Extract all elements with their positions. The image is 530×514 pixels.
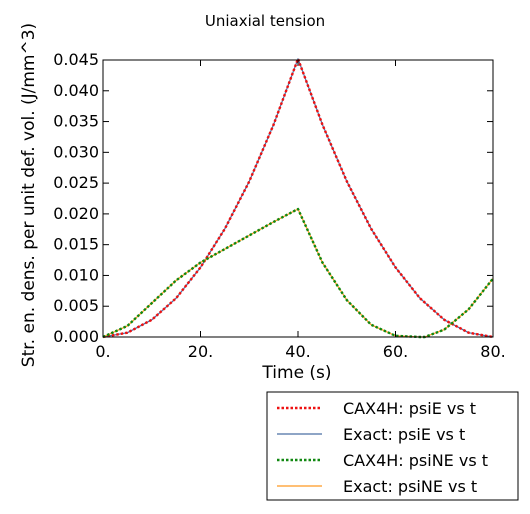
axis-ticks xyxy=(102,59,494,338)
x-axis-label: Time (s) xyxy=(261,363,331,383)
legend-label: Exact: psiE vs t xyxy=(343,425,465,444)
y-tick-label: 0.005 xyxy=(53,296,99,315)
y-tick-label: 0.010 xyxy=(53,265,99,284)
y-tick-label: 0.045 xyxy=(53,50,99,69)
x-tick-label: 0. xyxy=(95,342,110,361)
x-tick-label: 20. xyxy=(188,342,213,361)
x-tick-label: 40. xyxy=(285,342,310,361)
legend-label: Exact: psiNE vs t xyxy=(343,477,477,496)
legend-box xyxy=(266,391,519,501)
y-axis-label: Str. en. dens. per unit def. vol. (J/mm^… xyxy=(19,23,39,367)
x-tick-label: 80. xyxy=(480,342,505,361)
y-tick-label: 0.035 xyxy=(53,112,99,131)
legend-label: CAX4H: psiNE vs t xyxy=(343,451,488,470)
legend-label: CAX4H: psiE vs t xyxy=(343,399,476,418)
y-tick-label: 0.015 xyxy=(53,235,99,254)
legend: CAX4H: psiE vs t Exact: psiE vs t CAX4H: p… xyxy=(266,391,519,501)
plot-series xyxy=(102,57,494,339)
series-line-3 xyxy=(102,207,494,339)
y-tick-label: 0.025 xyxy=(53,173,99,192)
y-tick-label: 0.030 xyxy=(53,142,99,161)
x-tick-label: 60. xyxy=(383,342,408,361)
y-tick-label: 0.020 xyxy=(53,204,99,223)
y-tick-label: 0.000 xyxy=(53,327,99,346)
series-line-4 xyxy=(102,208,494,338)
series-line-1 xyxy=(102,57,494,339)
y-tick-label: 0.040 xyxy=(53,81,99,100)
tick-labels: 0.000 0.005 0.010 0.015 0.020 0.025 0.030 0.035… xyxy=(53,50,506,361)
chart-title: Uniaxial tension xyxy=(205,12,325,30)
